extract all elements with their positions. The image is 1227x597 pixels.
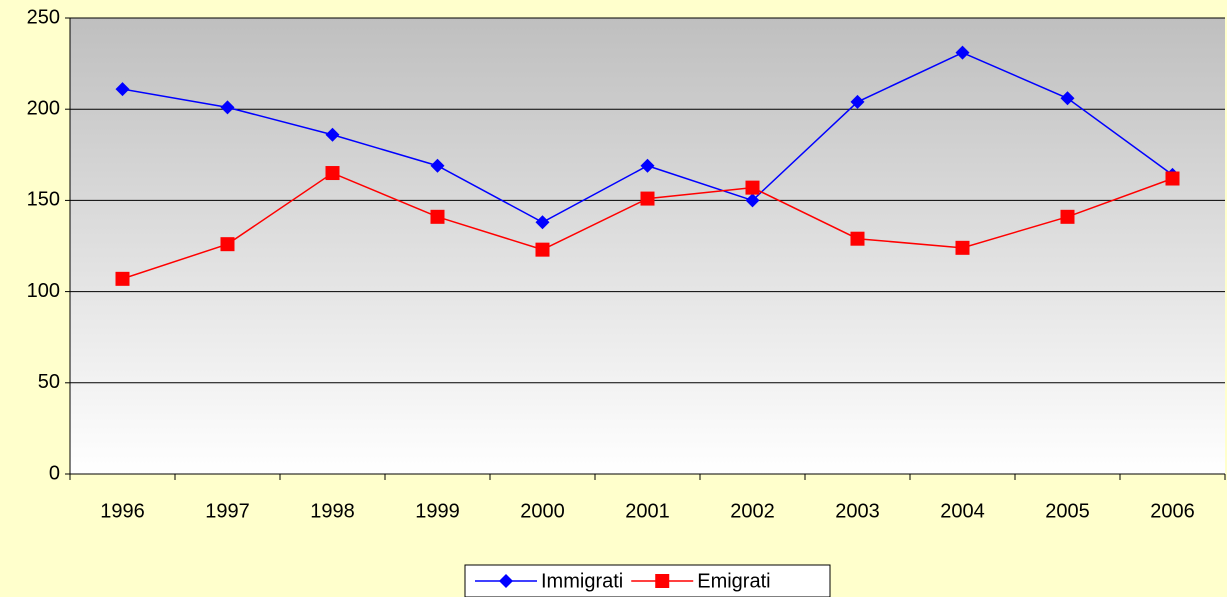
legend-label: Immigrati — [541, 570, 623, 592]
y-tick-label: 200 — [27, 97, 60, 119]
data-point — [850, 94, 865, 109]
x-tick-label: 1999 — [415, 500, 460, 522]
x-tick-label: 2005 — [1045, 500, 1090, 522]
data-point — [430, 158, 445, 173]
x-tick-label: 2003 — [835, 500, 880, 522]
data-point — [430, 209, 445, 224]
data-point — [220, 100, 235, 115]
data-point — [745, 193, 760, 208]
data-point — [745, 180, 760, 195]
x-tick-label: 2000 — [520, 500, 565, 522]
data-point — [955, 240, 970, 255]
y-tick-label: 150 — [27, 189, 60, 211]
data-point — [535, 242, 550, 257]
data-point — [325, 127, 340, 142]
plot-area — [70, 18, 1225, 474]
x-tick-label: 1998 — [310, 500, 355, 522]
legend-marker — [655, 574, 670, 588]
data-point — [955, 45, 970, 60]
x-tick-label: 1997 — [205, 500, 250, 522]
x-tick-label: 2001 — [625, 500, 670, 522]
legend-marker — [499, 574, 513, 588]
data-point — [1060, 91, 1075, 106]
data-point — [220, 237, 235, 252]
y-tick-label: 100 — [27, 280, 60, 302]
data-point — [640, 158, 655, 173]
y-tick-label: 50 — [38, 371, 60, 393]
data-point — [850, 231, 865, 246]
data-point — [325, 166, 340, 181]
data-point — [1060, 209, 1075, 224]
x-tick-label: 2006 — [1150, 500, 1195, 522]
y-tick-label: 250 — [27, 6, 60, 28]
data-point — [1165, 171, 1180, 186]
data-point — [115, 82, 130, 97]
y-tick-label: 0 — [49, 462, 60, 484]
legend-label: Emigrati — [697, 570, 770, 592]
x-tick-label: 1996 — [100, 500, 145, 522]
x-tick-label: 2002 — [730, 500, 775, 522]
data-point — [640, 191, 655, 206]
data-point — [535, 215, 550, 230]
data-point — [115, 271, 130, 286]
x-tick-label: 2004 — [940, 500, 985, 522]
